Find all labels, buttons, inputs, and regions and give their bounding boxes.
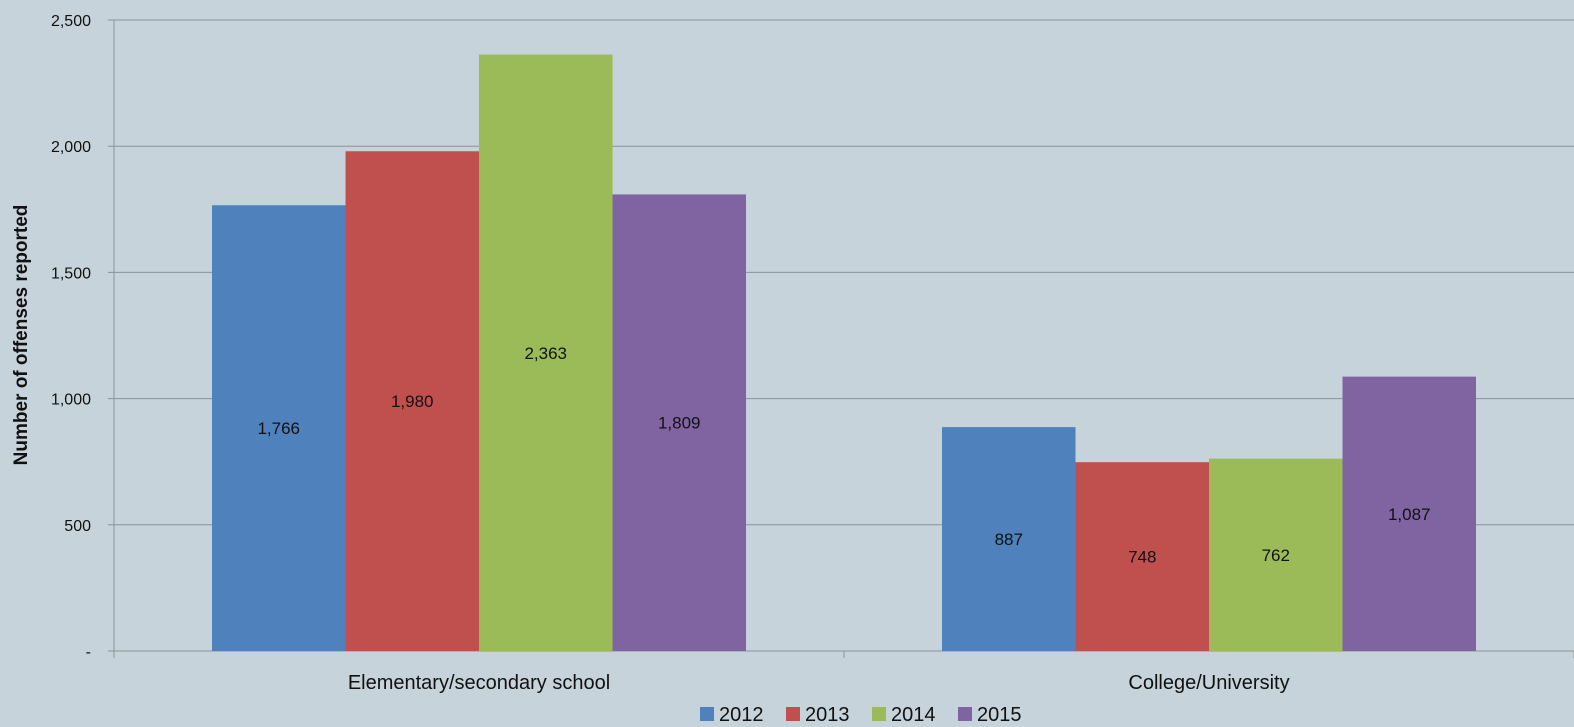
- bar: [1209, 458, 1343, 651]
- x-tick-label: College/University: [1128, 672, 1289, 694]
- x-tick-label: Elementary/secondary school: [348, 672, 610, 694]
- y-tick-label: 500: [64, 518, 91, 535]
- bars: [212, 54, 1476, 652]
- legend-swatch: [700, 707, 714, 721]
- legend-label: 2014: [891, 704, 936, 726]
- category-labels: Elementary/secondary school College/Unive…: [348, 672, 1290, 694]
- bar: [345, 151, 479, 652]
- bar: [1342, 376, 1476, 651]
- bar: [212, 205, 346, 651]
- y-tick-labels: - 500 1,000 1,500 2,000 2,500: [51, 13, 91, 661]
- data-label: 1,087: [1388, 505, 1431, 524]
- legend-label: 2012: [719, 704, 764, 726]
- bar: [612, 194, 746, 652]
- data-label: 762: [1262, 546, 1290, 565]
- legend-swatch: [786, 707, 800, 721]
- y-axis-title: Number of offenses reported: [11, 205, 32, 466]
- legend: 2012 2013 2014 2015: [700, 704, 1022, 726]
- data-label: 1,809: [658, 414, 701, 433]
- data-label: 748: [1128, 548, 1156, 567]
- y-tick-label: 2,000: [51, 139, 91, 156]
- legend-label: 2015: [977, 704, 1022, 726]
- data-label: 2,363: [524, 344, 567, 363]
- y-tick-label: 1,000: [51, 392, 91, 409]
- legend-swatch: [958, 707, 972, 721]
- bar: [479, 54, 613, 652]
- data-label: 887: [995, 530, 1023, 549]
- data-label: 1,980: [391, 392, 434, 411]
- y-tick-label: -: [86, 644, 91, 661]
- y-tick-label: 1,500: [51, 265, 91, 282]
- legend-label: 2013: [805, 704, 850, 726]
- bar: [942, 427, 1076, 651]
- bar: [1075, 462, 1209, 651]
- data-labels: 1,766 1,980 2,363 1,809 887 748 762 1,087: [257, 344, 1430, 567]
- data-label: 1,766: [257, 419, 300, 438]
- legend-swatch: [872, 707, 886, 721]
- y-tick-label: 2,500: [51, 13, 91, 30]
